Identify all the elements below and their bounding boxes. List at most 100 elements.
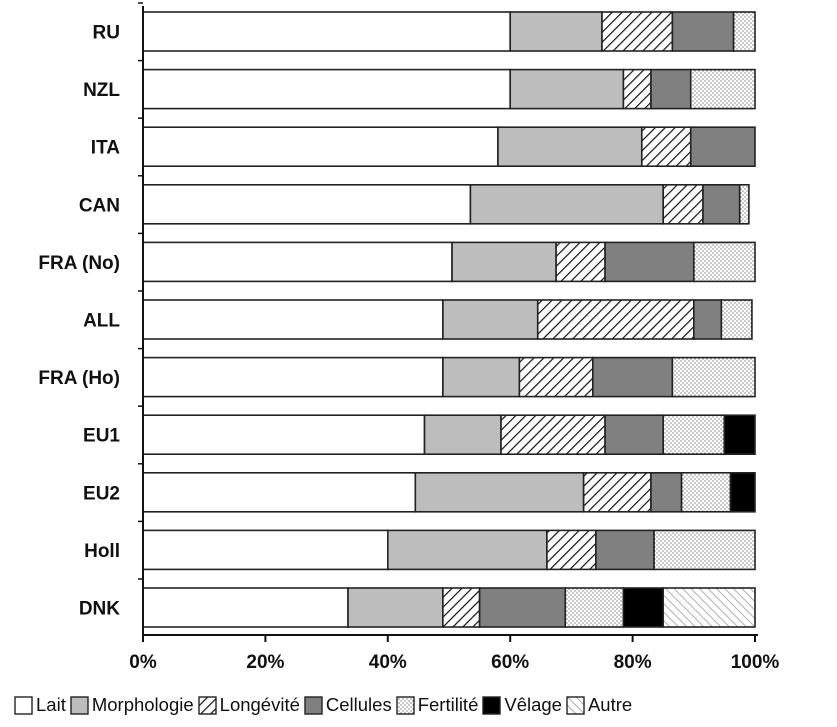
bar-segment-ru-morphologie (509, 11, 603, 52)
legend-swatch-velage (482, 695, 502, 715)
bar-segment-holl-longevite (546, 529, 597, 571)
bar-segment-ru-longevite (601, 11, 674, 52)
category-label: NZL (83, 80, 120, 101)
bar-segment-dnk-lait (142, 587, 349, 628)
legend-swatch-morphologie (70, 695, 89, 715)
bar-segment-all-cellules (692, 299, 723, 340)
legend-item-morphologie: Morphologie (70, 694, 194, 716)
category-labels: RU NZL ITA CAN FRA (No) ALL FRA (Ho) EU1 EU2 Holl… (38, 23, 120, 620)
bar-segment-fra-no-cellules (604, 241, 695, 283)
bar-segment-can-cellules (702, 184, 741, 225)
category-label: ALL (83, 311, 120, 332)
bar-segment-ita-longevite (640, 126, 692, 167)
bar-segment-fra-ho-longevite (518, 356, 594, 398)
bar-segment-eu2-longevite (582, 471, 652, 513)
bar-segment-ru-fertilite (732, 11, 756, 52)
category-label: FRA (Ho) (38, 368, 120, 389)
bar-segment-eu2-cellules (650, 471, 683, 513)
bar-segment-holl-fertilite (653, 529, 756, 571)
legend-label: Vêlage (504, 694, 562, 715)
bar-segment-all-morphologie (442, 299, 539, 340)
bar-segment-all-fertilite (720, 299, 753, 340)
bar-segment-eu2-velage (729, 471, 756, 513)
bar-segment-fra-ho-morphologie (442, 356, 521, 398)
bar-segment-fra-no-fertilite (692, 241, 756, 283)
legend-item-velage: Vêlage (482, 694, 562, 716)
bar-segment-all-lait (142, 299, 444, 340)
category-label: EU2 (83, 483, 120, 504)
bar-segment-can-morphologie (469, 184, 665, 225)
legend-swatch-cellules (304, 695, 323, 715)
bar-segment-eu1-lait (142, 414, 426, 456)
bar-segment-dnk-velage (622, 587, 664, 628)
bar-segment-all-longevite (536, 299, 695, 340)
bar-segment-fra-no-morphologie (451, 241, 557, 283)
x-tick-label: 60% (491, 652, 529, 673)
category-label: DNK (79, 599, 120, 620)
bar-segment-holl-morphologie (386, 529, 548, 571)
x-tick-label: 0% (129, 652, 157, 673)
legend-item-autre: Autre (566, 694, 632, 716)
bar-segment-nzl-lait (142, 68, 512, 110)
x-tick-label: 20% (246, 652, 284, 673)
legend-swatch-lait (14, 695, 33, 715)
bar-segment-dnk-fertilite (564, 587, 625, 628)
legend-label: Longévité (219, 694, 300, 715)
bar-segment-eu1-fertilite (662, 414, 726, 456)
category-label: EU1 (83, 426, 120, 447)
x-tick-label: 40% (369, 652, 407, 673)
bar-segment-fra-no-lait (142, 241, 453, 283)
stacked-bar-chart: RU NZL ITA CAN FRA (No) ALL FRA (Ho) EU1 EU2 Holl… (38, 2, 779, 673)
bar-segment-nzl-longevite (622, 68, 652, 110)
bar-segment-eu1-longevite (500, 414, 606, 456)
bar-segment-ru-cellules (671, 11, 735, 52)
bar-segment-ita-cellules (689, 126, 756, 167)
legend-item-lait: Lait (14, 694, 66, 716)
legend-swatch-longevite (197, 695, 217, 715)
x-tick-label: 100% (731, 652, 780, 673)
bars-group (142, 11, 756, 628)
bar-segment-eu2-morphologie (414, 471, 585, 513)
bar-segment-fra-no-longevite (555, 241, 606, 283)
legend-swatch-fertilite (396, 695, 415, 715)
legend-label: Cellules (325, 694, 392, 715)
bar-segment-ita-lait (142, 126, 499, 167)
legend-label: Lait (36, 694, 66, 715)
bar-segment-dnk-longevite (442, 587, 481, 628)
bar-segment-holl-cellules (595, 529, 655, 571)
x-tick-labels: 0% 20% 40% 60% 80% 100% (129, 652, 779, 673)
category-label: CAN (79, 195, 120, 216)
legend-label: Fertilité (417, 694, 479, 715)
legend-item-cellules: Cellules (304, 694, 392, 716)
legend-label: Autre (587, 694, 633, 715)
bar-segment-dnk-cellules (478, 587, 567, 628)
category-label: Holl (84, 541, 120, 562)
bar-segment-eu2-fertilite (680, 471, 732, 513)
bar-segment-holl-lait (142, 529, 389, 571)
bar-segment-ru-lait (142, 11, 512, 52)
bar-segment-dnk-morphologie (347, 587, 444, 628)
bar-segment-ita-morphologie (497, 126, 643, 167)
bar-segment-eu1-velage (723, 414, 756, 456)
bar-segment-can-fertilite (738, 184, 750, 225)
bar-segment-eu1-cellules (604, 414, 664, 456)
category-label: RU (93, 23, 120, 44)
bar-segment-fra-ho-lait (142, 356, 444, 398)
legend-swatch-autre (566, 695, 585, 715)
bar-segment-nzl-morphologie (509, 68, 625, 110)
bar-segment-eu2-lait (142, 471, 417, 513)
bar-segment-can-lait (142, 184, 472, 225)
category-label: ITA (91, 138, 120, 159)
legend-item-fertilite: Fertilité (396, 694, 479, 716)
bar-segment-can-longevite (662, 184, 704, 225)
bar-segment-fra-ho-cellules (592, 356, 674, 398)
bar-segment-eu1-morphologie (423, 414, 502, 456)
bar-segment-nzl-cellules (650, 68, 692, 110)
axes-group (138, 2, 758, 642)
legend: Lait Morphologie Longévité Cellules Fertilit… (0, 694, 837, 716)
legend-item-longevite: Longévité (197, 694, 300, 716)
bar-segment-nzl-fertilite (689, 68, 756, 110)
legend-label: Morphologie (91, 694, 194, 715)
bar-segment-fra-ho-fertilite (671, 356, 756, 398)
bar-segment-dnk-autre (662, 587, 756, 628)
